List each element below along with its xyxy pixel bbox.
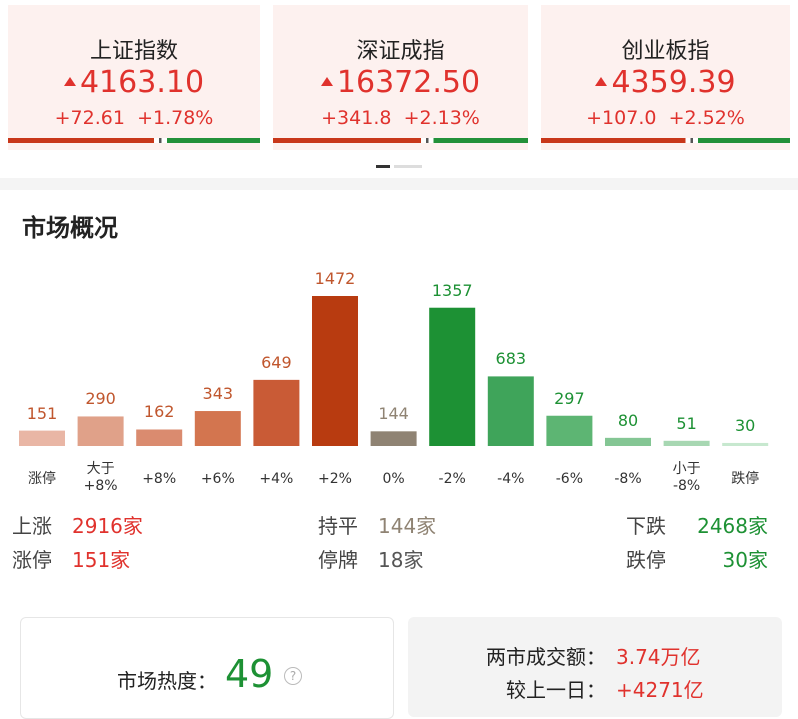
bar xyxy=(722,442,769,446)
index-change: +341.8 xyxy=(321,107,392,129)
stat-value: 18家 xyxy=(378,548,424,572)
index-value: 16372.50 xyxy=(336,65,481,100)
value-label: 51 xyxy=(676,413,697,433)
category-label: 大于 +8% xyxy=(83,461,118,494)
category-label: 0% xyxy=(382,471,405,487)
stat-value: 144家 xyxy=(378,514,437,538)
index-card[interactable]: 创业板指 4359.39 +107.0 +2.52% xyxy=(541,5,790,150)
category-label: +2% xyxy=(318,471,352,487)
value-label: 162 xyxy=(143,402,175,422)
value-label: 343 xyxy=(202,384,234,404)
turnover-card: 两市成交额： 3.74万亿 较上一日： +4271亿 xyxy=(408,617,782,717)
bar xyxy=(370,431,417,446)
ratio-bar xyxy=(273,138,528,143)
index-value: 4359.39 xyxy=(611,65,736,100)
stat-value: 2468家 xyxy=(697,514,768,538)
index-percent: +1.78% xyxy=(137,107,214,129)
bar xyxy=(77,416,124,446)
bar xyxy=(136,429,183,446)
value-label: 30 xyxy=(735,415,756,435)
bar xyxy=(194,411,241,446)
stat-label: 持平 xyxy=(318,514,358,538)
value-label: 1357 xyxy=(431,280,473,300)
heat-value: 49 xyxy=(225,652,274,696)
category-label: -8% xyxy=(614,471,642,487)
bar xyxy=(312,296,358,446)
value-label: 1472 xyxy=(314,269,356,288)
ratio-bar xyxy=(8,138,260,143)
section-title: 市场概况 xyxy=(22,214,118,242)
bar xyxy=(429,307,476,446)
value-label: 649 xyxy=(261,352,292,372)
category-label: 跌停 xyxy=(731,471,760,487)
index-percent: +2.52% xyxy=(668,107,745,129)
category-label: -4% xyxy=(497,471,525,487)
value-label: 80 xyxy=(617,410,639,430)
value-label: 144 xyxy=(378,404,409,424)
index-change: +107.0 xyxy=(586,107,657,129)
bar xyxy=(487,376,534,446)
turnover-label: 两市成交额： xyxy=(486,645,606,669)
index-change: +72.61 xyxy=(54,107,125,129)
category-label: -6% xyxy=(555,471,584,487)
ratio-bar xyxy=(541,138,790,143)
index-value-row: 4359.39 xyxy=(541,65,790,100)
value-label: 297 xyxy=(554,388,585,408)
stat-label: 跌停 xyxy=(626,548,666,572)
index-card[interactable]: 上证指数 4163.10 +72.61 +1.78% xyxy=(8,5,260,150)
heat-label: 市场热度： xyxy=(117,669,217,693)
stat-value: 151家 xyxy=(72,548,131,572)
category-label: -2% xyxy=(438,471,466,487)
category-label: +8% xyxy=(142,471,177,487)
index-value-row: 16372.50 xyxy=(273,65,528,100)
index-value-row: 4163.10 xyxy=(8,65,260,100)
bar xyxy=(663,440,710,446)
bar xyxy=(19,430,65,446)
index-name: 深证成指 xyxy=(356,39,445,64)
index-value: 4163.10 xyxy=(79,65,205,100)
pager-dot xyxy=(394,165,422,168)
stat-value: 2916家 xyxy=(72,514,143,538)
bar xyxy=(605,437,651,446)
stat-label: 停牌 xyxy=(318,548,358,572)
index-change-row: +72.61 +1.78% xyxy=(8,107,260,129)
help-icon[interactable]: ? xyxy=(284,667,302,685)
separator xyxy=(0,178,798,190)
diff-label: 较上一日： xyxy=(506,678,606,702)
turnover-value: 3.74万亿 xyxy=(616,645,701,669)
pager-dot xyxy=(376,165,390,168)
stat-label: 上涨 xyxy=(12,514,52,538)
chart xyxy=(19,296,769,446)
index-percent: +2.13% xyxy=(403,107,480,129)
index-change-row: +107.0 +2.52% xyxy=(541,107,790,129)
value-label: 151 xyxy=(26,403,58,423)
stat-label: 下跌 xyxy=(626,514,666,538)
bar xyxy=(546,415,593,446)
value-label: 683 xyxy=(495,349,527,369)
index-card[interactable]: 深证成指 16372.50 +341.8 +2.13% xyxy=(273,5,528,150)
category-label: +6% xyxy=(200,471,235,487)
category-label: 小于 -8% xyxy=(672,461,701,494)
category-label: +4% xyxy=(259,471,294,487)
heat-card: 市场热度： 49 ? xyxy=(20,617,394,719)
diff-value: +4271亿 xyxy=(616,678,704,702)
stat-label: 涨停 xyxy=(12,548,52,572)
index-name: 创业板指 xyxy=(621,39,710,64)
bar xyxy=(253,379,300,446)
index-change-row: +341.8 +2.13% xyxy=(273,107,528,129)
stat-value: 30家 xyxy=(722,548,768,572)
value-label: 290 xyxy=(85,389,116,409)
index-name: 上证指数 xyxy=(89,39,178,64)
category-label: 涨停 xyxy=(28,471,56,487)
